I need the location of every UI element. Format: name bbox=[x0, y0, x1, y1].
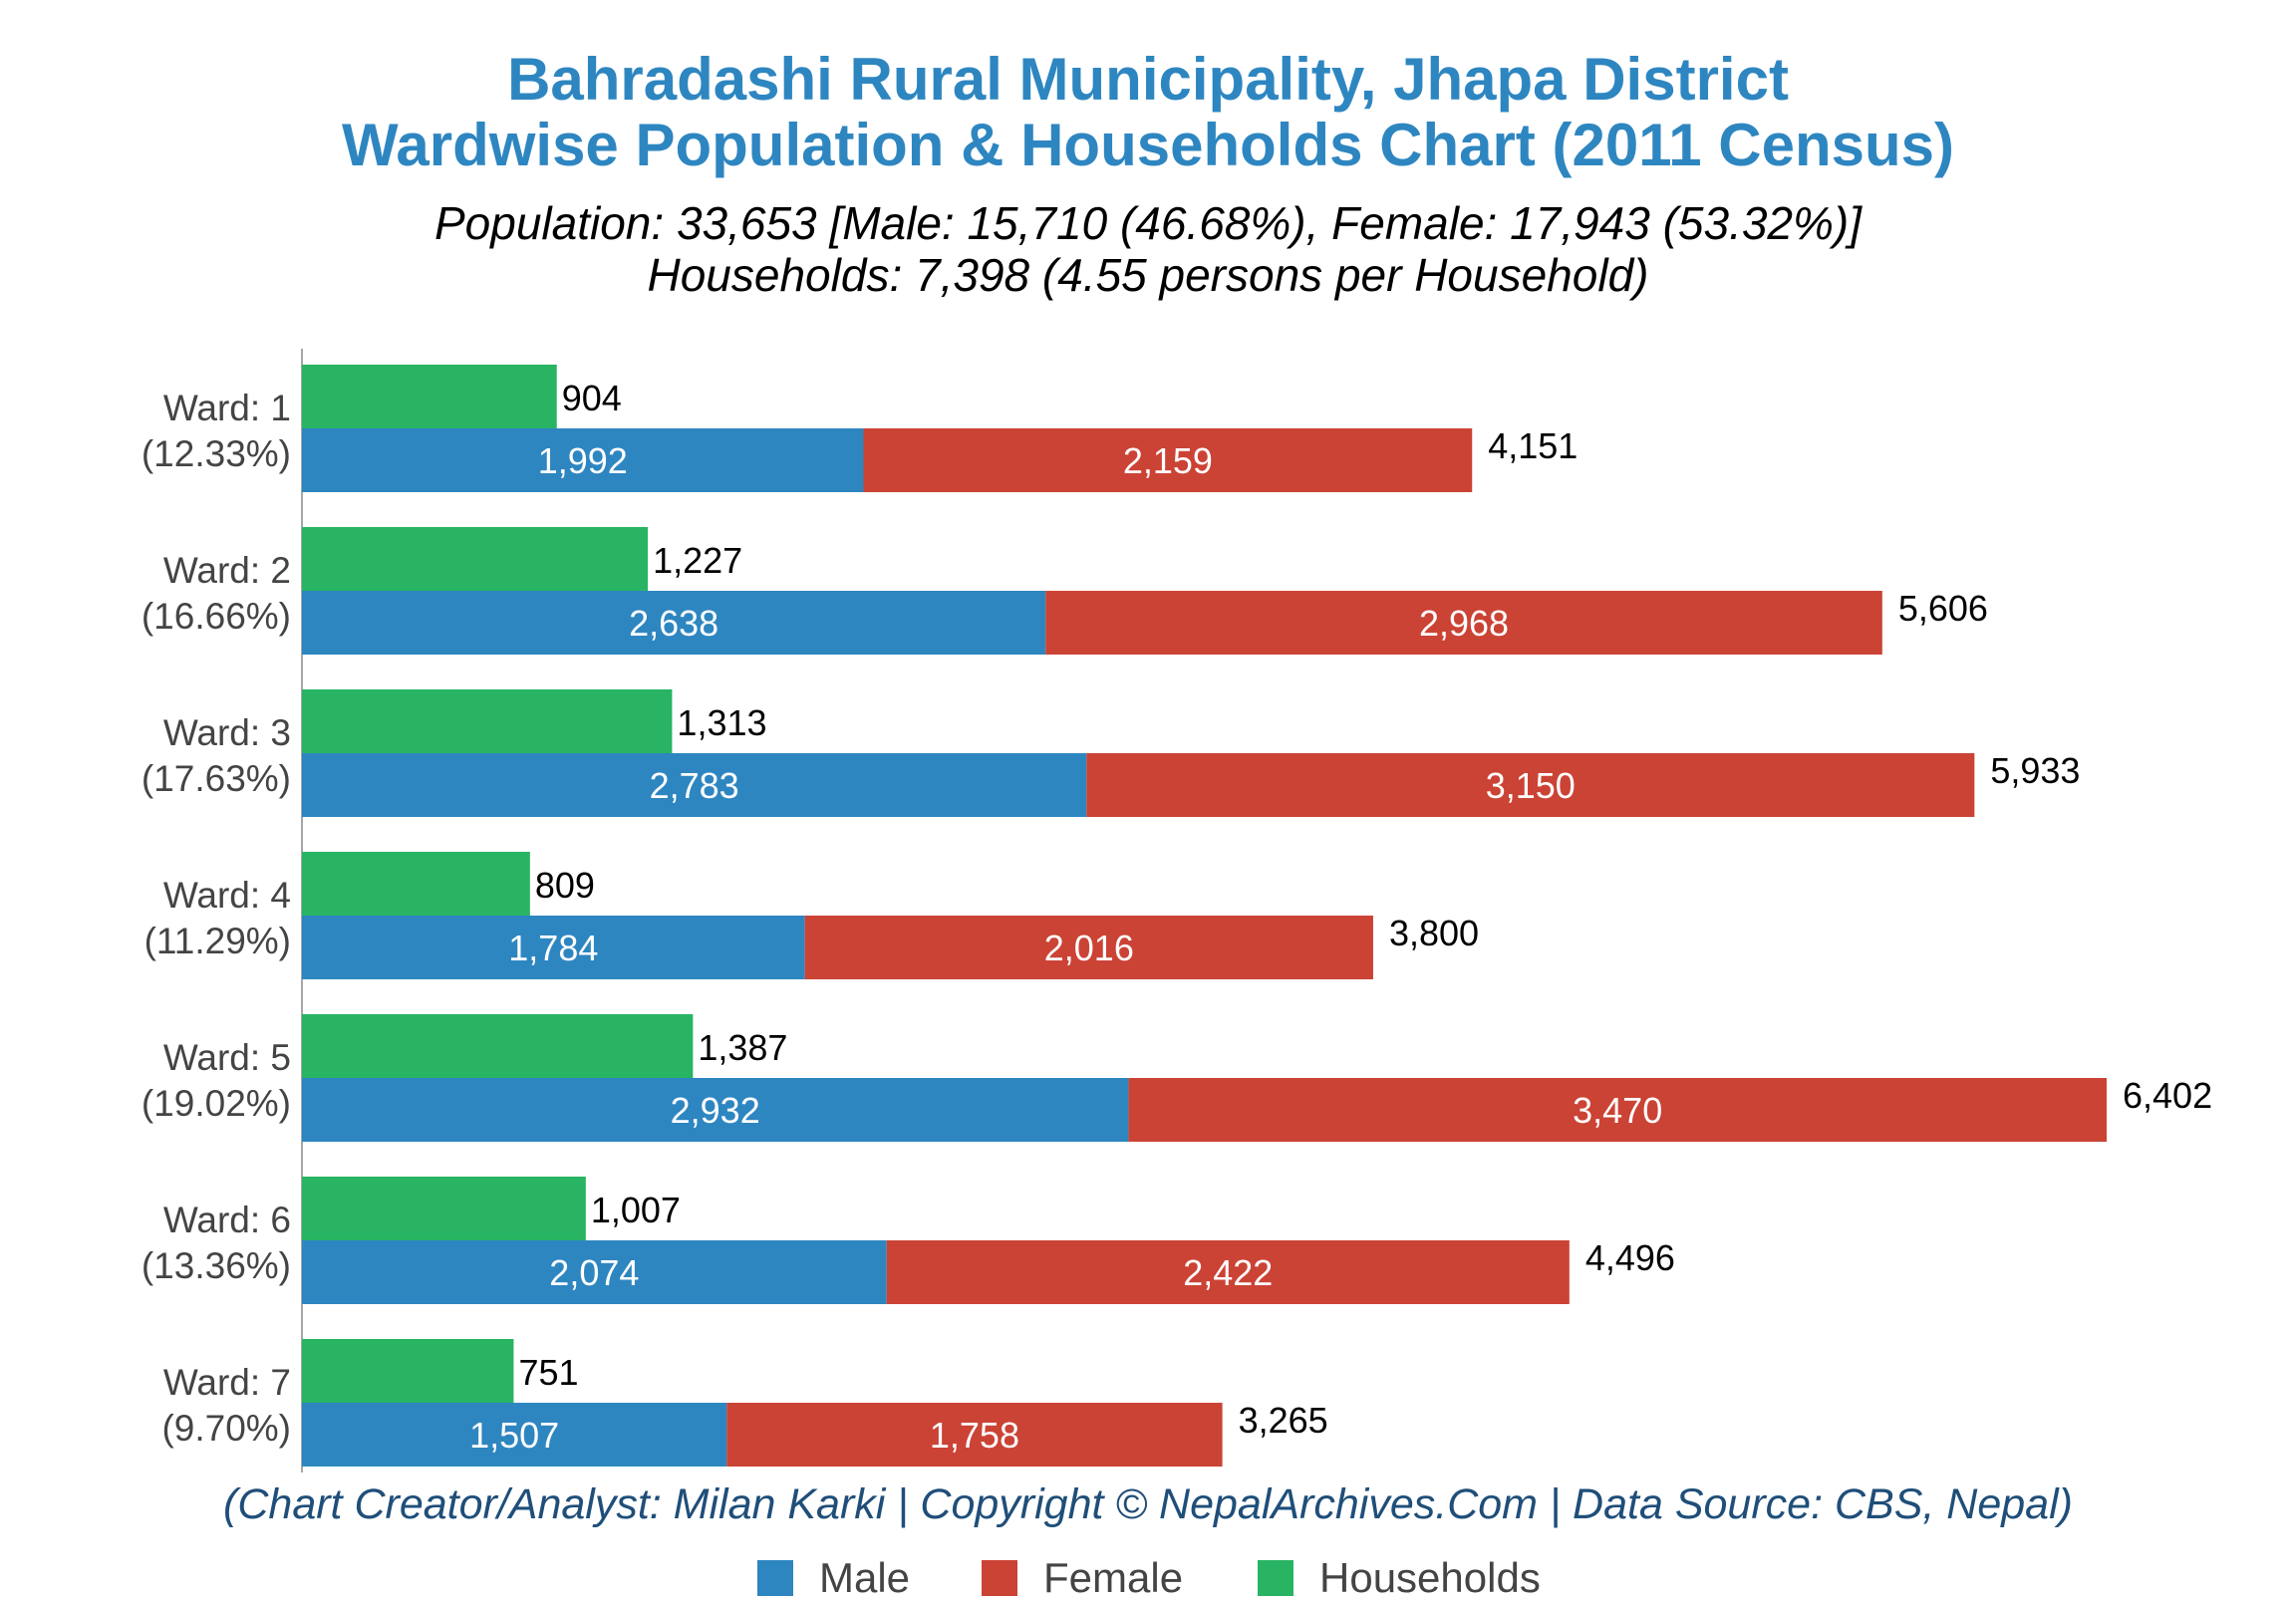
female-bar bbox=[1128, 1078, 2107, 1142]
households-bar bbox=[302, 689, 673, 753]
female-bar bbox=[1086, 753, 1975, 817]
households-value-label: 1,387 bbox=[698, 1027, 787, 1068]
ward-share-label: (17.63%) bbox=[142, 758, 291, 799]
female-value-label: 3,150 bbox=[1486, 765, 1576, 806]
households-value-label: 809 bbox=[535, 865, 595, 906]
male-bar bbox=[302, 1240, 887, 1304]
households-bar bbox=[302, 1339, 514, 1403]
households-value-label: 1,007 bbox=[591, 1190, 681, 1230]
households-bar bbox=[302, 527, 649, 591]
households-bar bbox=[302, 365, 557, 428]
households-value-label: 904 bbox=[562, 378, 622, 418]
legend-swatch-male bbox=[757, 1560, 793, 1596]
male-value-label: 2,783 bbox=[650, 765, 739, 806]
male-bar bbox=[302, 428, 864, 492]
male-value-label: 2,074 bbox=[549, 1252, 639, 1293]
ward-share-label: (12.33%) bbox=[142, 433, 291, 474]
female-value-label: 1,758 bbox=[930, 1415, 1019, 1456]
female-bar bbox=[1045, 591, 1882, 655]
female-value-label: 2,016 bbox=[1044, 928, 1134, 968]
total-value-label: 5,606 bbox=[1898, 588, 1988, 629]
households-bar bbox=[302, 852, 530, 916]
ward-label: Ward: 3 bbox=[163, 712, 291, 753]
ward-label: Ward: 5 bbox=[163, 1037, 291, 1078]
chart-title-2: Wardwise Population & Households Chart (… bbox=[342, 112, 1954, 178]
ward-share-label: (13.36%) bbox=[142, 1245, 291, 1286]
total-value-label: 5,933 bbox=[1990, 750, 2080, 791]
legend-swatch-female bbox=[982, 1560, 1017, 1596]
male-bar bbox=[302, 1078, 1129, 1142]
total-value-label: 3,800 bbox=[1389, 913, 1479, 953]
male-bar bbox=[302, 591, 1046, 655]
ward-label: Ward: 4 bbox=[163, 875, 291, 916]
total-value-label: 4,496 bbox=[1585, 1237, 1675, 1278]
chart-subtitle-2: Households: 7,398 (4.55 persons per Hous… bbox=[648, 249, 1649, 301]
total-value-label: 4,151 bbox=[1488, 425, 1578, 466]
male-bar bbox=[302, 1403, 727, 1467]
ward-label: Ward: 1 bbox=[163, 388, 291, 428]
chart-title: Bahradashi Rural Municipality, Jhapa Dis… bbox=[507, 46, 1789, 113]
ward-label: Ward: 6 bbox=[163, 1200, 291, 1240]
chart-subtitle: Population: 33,653 [Male: 15,710 (46.68%… bbox=[434, 197, 1863, 249]
legend: Male Female Households bbox=[757, 1554, 1541, 1601]
total-value-label: 6,402 bbox=[2123, 1075, 2212, 1116]
legend-label-households: Households bbox=[1319, 1554, 1541, 1601]
male-value-label: 1,784 bbox=[508, 928, 598, 968]
female-value-label: 3,470 bbox=[1573, 1090, 1662, 1131]
female-bar bbox=[804, 916, 1373, 979]
households-bar bbox=[302, 1014, 694, 1078]
households-value-label: 1,227 bbox=[653, 540, 742, 581]
female-value-label: 2,159 bbox=[1123, 440, 1213, 481]
female-bar bbox=[886, 1240, 1570, 1304]
ward-label: Ward: 7 bbox=[163, 1362, 291, 1403]
ward-share-label: (9.70%) bbox=[161, 1408, 291, 1449]
ward-label: Ward: 2 bbox=[163, 550, 291, 591]
male-value-label: 2,932 bbox=[671, 1090, 760, 1131]
households-bar bbox=[302, 1177, 586, 1240]
ward-share-label: (19.02%) bbox=[142, 1083, 291, 1124]
legend-label-male: Male bbox=[819, 1554, 910, 1601]
female-bar bbox=[726, 1403, 1223, 1467]
legend-label-female: Female bbox=[1043, 1554, 1183, 1601]
total-value-label: 3,265 bbox=[1239, 1400, 1328, 1441]
male-value-label: 2,638 bbox=[629, 603, 718, 644]
male-value-label: 1,992 bbox=[538, 440, 628, 481]
male-bar bbox=[302, 916, 805, 979]
ward-share-label: (11.29%) bbox=[144, 921, 291, 961]
male-bar bbox=[302, 753, 1087, 817]
bars: Ward: 1 (12.33%) 904 1,992 2,159 4,151 Ward: 2… bbox=[142, 365, 2212, 1467]
ward-share-label: (16.66%) bbox=[142, 596, 291, 637]
households-value-label: 1,313 bbox=[677, 702, 766, 743]
households-value-label: 751 bbox=[518, 1352, 578, 1393]
female-bar bbox=[863, 428, 1473, 492]
chart-footer: (Chart Creator/Analyst: Milan Karki | Co… bbox=[223, 1480, 2073, 1528]
female-value-label: 2,422 bbox=[1183, 1252, 1273, 1293]
legend-swatch-households bbox=[1258, 1560, 1293, 1596]
female-value-label: 2,968 bbox=[1419, 603, 1509, 644]
male-value-label: 1,507 bbox=[469, 1415, 559, 1456]
